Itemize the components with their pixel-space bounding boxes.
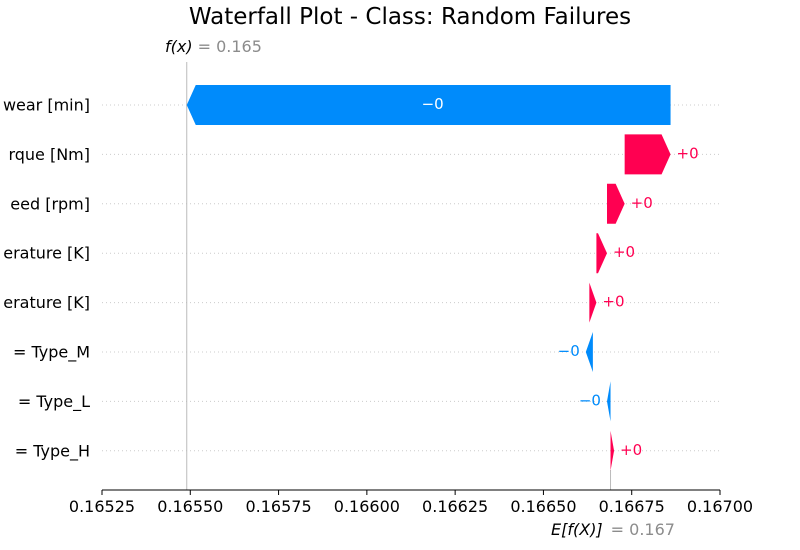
fx-label: f(x) [165,37,193,56]
bar-value-label: −0 [579,391,601,409]
bar-negative [585,332,593,372]
bar-positive [606,183,625,224]
fx-value: = 0.165 [198,37,262,56]
feature-label: erature [K] [3,244,90,263]
bar-value-label: −0 [558,342,580,360]
bar-value-label: +0 [677,144,699,162]
feature-label: rque [Nm] [8,145,90,164]
x-tick-label: 0.16525 [69,497,135,516]
bar-positive [596,233,607,274]
x-tick-label: 0.16625 [422,497,488,516]
bar-negative [186,85,671,125]
feature-label: = Type_M [13,343,90,363]
chart-title: Waterfall Plot - Class: Random Failures [188,4,632,30]
bar-value-label: +0 [631,194,653,212]
x-tick-label: 0.16675 [599,497,665,516]
ex-label: E[f(X)] [551,520,603,539]
ex-value: = 0.167 [611,520,675,539]
bar-positive [624,134,671,175]
bar-positive [610,430,615,471]
x-tick-label: 0.16600 [334,497,400,516]
x-tick-label: 0.16550 [157,497,223,516]
fx-annotation: f(x) = 0.165 [165,37,262,56]
expected-value-annotation: E[f(X)] = 0.167 [551,520,675,539]
bar-positive [589,282,597,323]
feature-label: = Type_H [15,441,90,461]
feature-label: = Type_L [18,392,90,412]
bar-value-label: +0 [602,293,624,311]
bar-negative [606,381,611,422]
feature-label: erature [K] [3,293,90,312]
bar-value-label: +0 [613,243,635,261]
x-tick-label: 0.16650 [510,497,576,516]
bar-value-label: +0 [620,441,642,459]
feature-label: eed [rpm] [10,194,90,213]
x-tick-label: 0.16700 [687,497,753,516]
x-tick-label: 0.16575 [245,497,311,516]
bar-value-label: −0 [422,95,444,113]
feature-label: wear [min] [3,96,90,115]
